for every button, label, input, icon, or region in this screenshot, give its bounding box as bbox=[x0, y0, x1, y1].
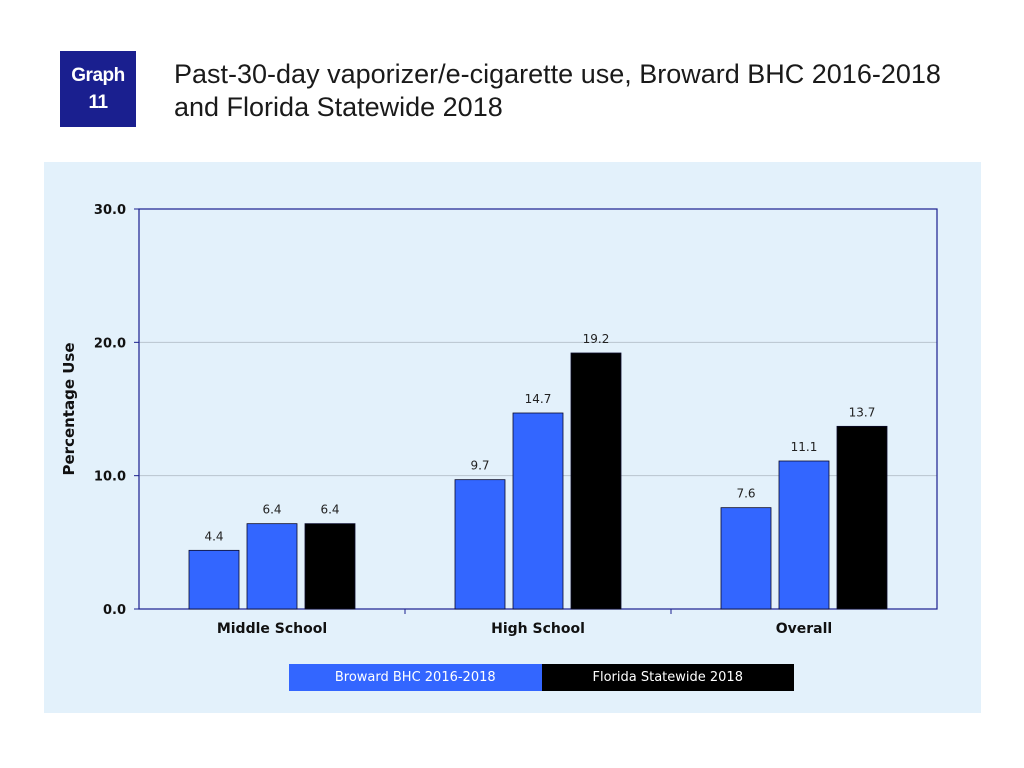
bar bbox=[570, 352, 622, 610]
bar bbox=[836, 425, 888, 610]
y-tick-label: 0.0 bbox=[103, 603, 126, 618]
category-label: Middle School bbox=[217, 621, 327, 637]
chart-heading: Past-30-day vaporizer/e-cigarette use, B… bbox=[174, 58, 1004, 124]
badge-label: Graph bbox=[71, 65, 125, 86]
bar-value-label: 11.1 bbox=[791, 440, 818, 454]
bar bbox=[454, 479, 506, 610]
bar-value-label: 9.7 bbox=[470, 459, 489, 473]
legend-item-florida: Florida Statewide 2018 bbox=[541, 664, 794, 691]
bar-value-label: 6.4 bbox=[320, 503, 339, 517]
category-label: Overall bbox=[776, 621, 832, 637]
category-label: High School bbox=[491, 621, 585, 637]
badge-number: 11 bbox=[88, 92, 108, 113]
legend-item-broward: Broward BHC 2016-2018 bbox=[289, 664, 542, 691]
bar bbox=[304, 523, 356, 610]
bar bbox=[778, 460, 830, 610]
bar-value-label: 14.7 bbox=[525, 392, 552, 406]
y-tick-label: 20.0 bbox=[94, 336, 126, 351]
bar-value-label: 19.2 bbox=[583, 332, 610, 346]
chart-heading-line-2: and Florida Statewide 2018 bbox=[174, 92, 503, 122]
y-tick-label: 30.0 bbox=[94, 203, 126, 218]
bar-value-label: 13.7 bbox=[849, 405, 876, 419]
y-tick-label: 10.0 bbox=[94, 470, 126, 485]
bar-value-label: 7.6 bbox=[736, 487, 755, 501]
bar-value-label: 6.4 bbox=[262, 503, 281, 517]
y-axis-title: Percentage Use bbox=[60, 342, 78, 475]
bar bbox=[246, 523, 298, 610]
graph-badge: Graph 11 bbox=[60, 51, 136, 127]
chart-heading-line-1: Past-30-day vaporizer/e-cigarette use, B… bbox=[174, 59, 941, 89]
legend: Broward BHC 2016-2018 Florida Statewide … bbox=[289, 664, 794, 691]
bar-value-label: 4.4 bbox=[204, 529, 223, 543]
bar bbox=[188, 549, 240, 610]
bar bbox=[512, 412, 564, 610]
bar bbox=[720, 507, 772, 610]
